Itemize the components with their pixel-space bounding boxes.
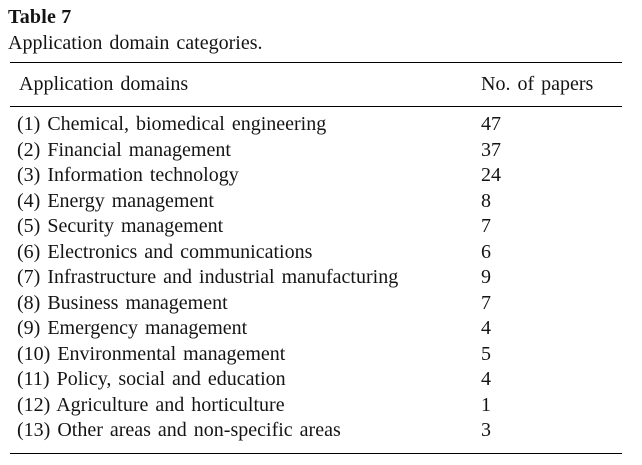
table-row: (10) Environmental management 5 <box>17 342 622 368</box>
papers-cell: 37 <box>481 138 501 161</box>
table-row: (11) Policy, social and education 4 <box>17 367 622 393</box>
table-row: (2) Financial management 37 <box>17 138 622 164</box>
domain-cell: (5) Security management <box>17 215 224 237</box>
papers-cell: 7 <box>481 215 491 237</box>
table-row: (5) Security management 7 <box>17 214 622 240</box>
domain-cell: (11) Policy, social and education <box>17 368 286 390</box>
table-row: (6) Electronics and communications 6 <box>17 240 622 266</box>
domain-cell: (2) Financial management <box>17 138 231 161</box>
papers-cell: 7 <box>481 291 491 314</box>
table-row: (7) Infrastructure and industrial manufa… <box>17 265 622 291</box>
papers-cell: 3 <box>481 419 491 441</box>
domain-cell: (10) Environmental management <box>17 342 286 365</box>
domain-cell: (4) Energy management <box>17 189 214 212</box>
column-header-no-of-papers: No. of papers <box>481 73 594 95</box>
table-label: Table 7 <box>8 6 72 28</box>
table-header-row: Application domains No. of papers <box>10 63 622 107</box>
papers-cell: 5 <box>481 342 491 365</box>
domain-cell: (7) Infrastructure and industrial manufa… <box>17 266 399 288</box>
papers-cell: 47 <box>481 113 501 135</box>
domain-cell: (3) Information technology <box>17 164 239 186</box>
domain-cell: (8) Business management <box>17 291 228 314</box>
papers-cell: 6 <box>481 240 491 263</box>
application-domains-table: Application domains No. of papers (1) Ch… <box>10 62 622 454</box>
table-row: (3) Information technology 24 <box>17 163 622 189</box>
domain-cell: (6) Electronics and communications <box>17 240 313 263</box>
domain-cell: (9) Emergency management <box>17 317 248 339</box>
papers-cell: 9 <box>481 266 491 288</box>
table-row: (13) Other areas and non-specific areas … <box>17 418 622 444</box>
table-row: (1) Chemical, biomedical engineering 47 <box>17 112 622 138</box>
domain-cell: (1) Chemical, biomedical engineering <box>17 113 327 135</box>
papers-cell: 8 <box>481 189 491 212</box>
table-caption: Application domain categories. <box>8 32 263 54</box>
papers-cell: 4 <box>481 368 491 390</box>
papers-cell: 4 <box>481 317 491 339</box>
table-row: (9) Emergency management 4 <box>17 316 622 342</box>
table-row: (12) Agriculture and horticulture 1 <box>17 393 622 419</box>
papers-cell: 1 <box>481 393 491 416</box>
papers-cell: 24 <box>481 164 501 186</box>
column-header-application-domains: Application domains <box>19 73 189 95</box>
table-row: (4) Energy management 8 <box>17 189 622 215</box>
domain-cell: (13) Other areas and non-specific areas <box>17 419 341 441</box>
table-body: (1) Chemical, biomedical engineering 47 … <box>10 107 622 453</box>
domain-cell: (12) Agriculture and horticulture <box>17 393 285 416</box>
table-row: (8) Business management 7 <box>17 291 622 317</box>
